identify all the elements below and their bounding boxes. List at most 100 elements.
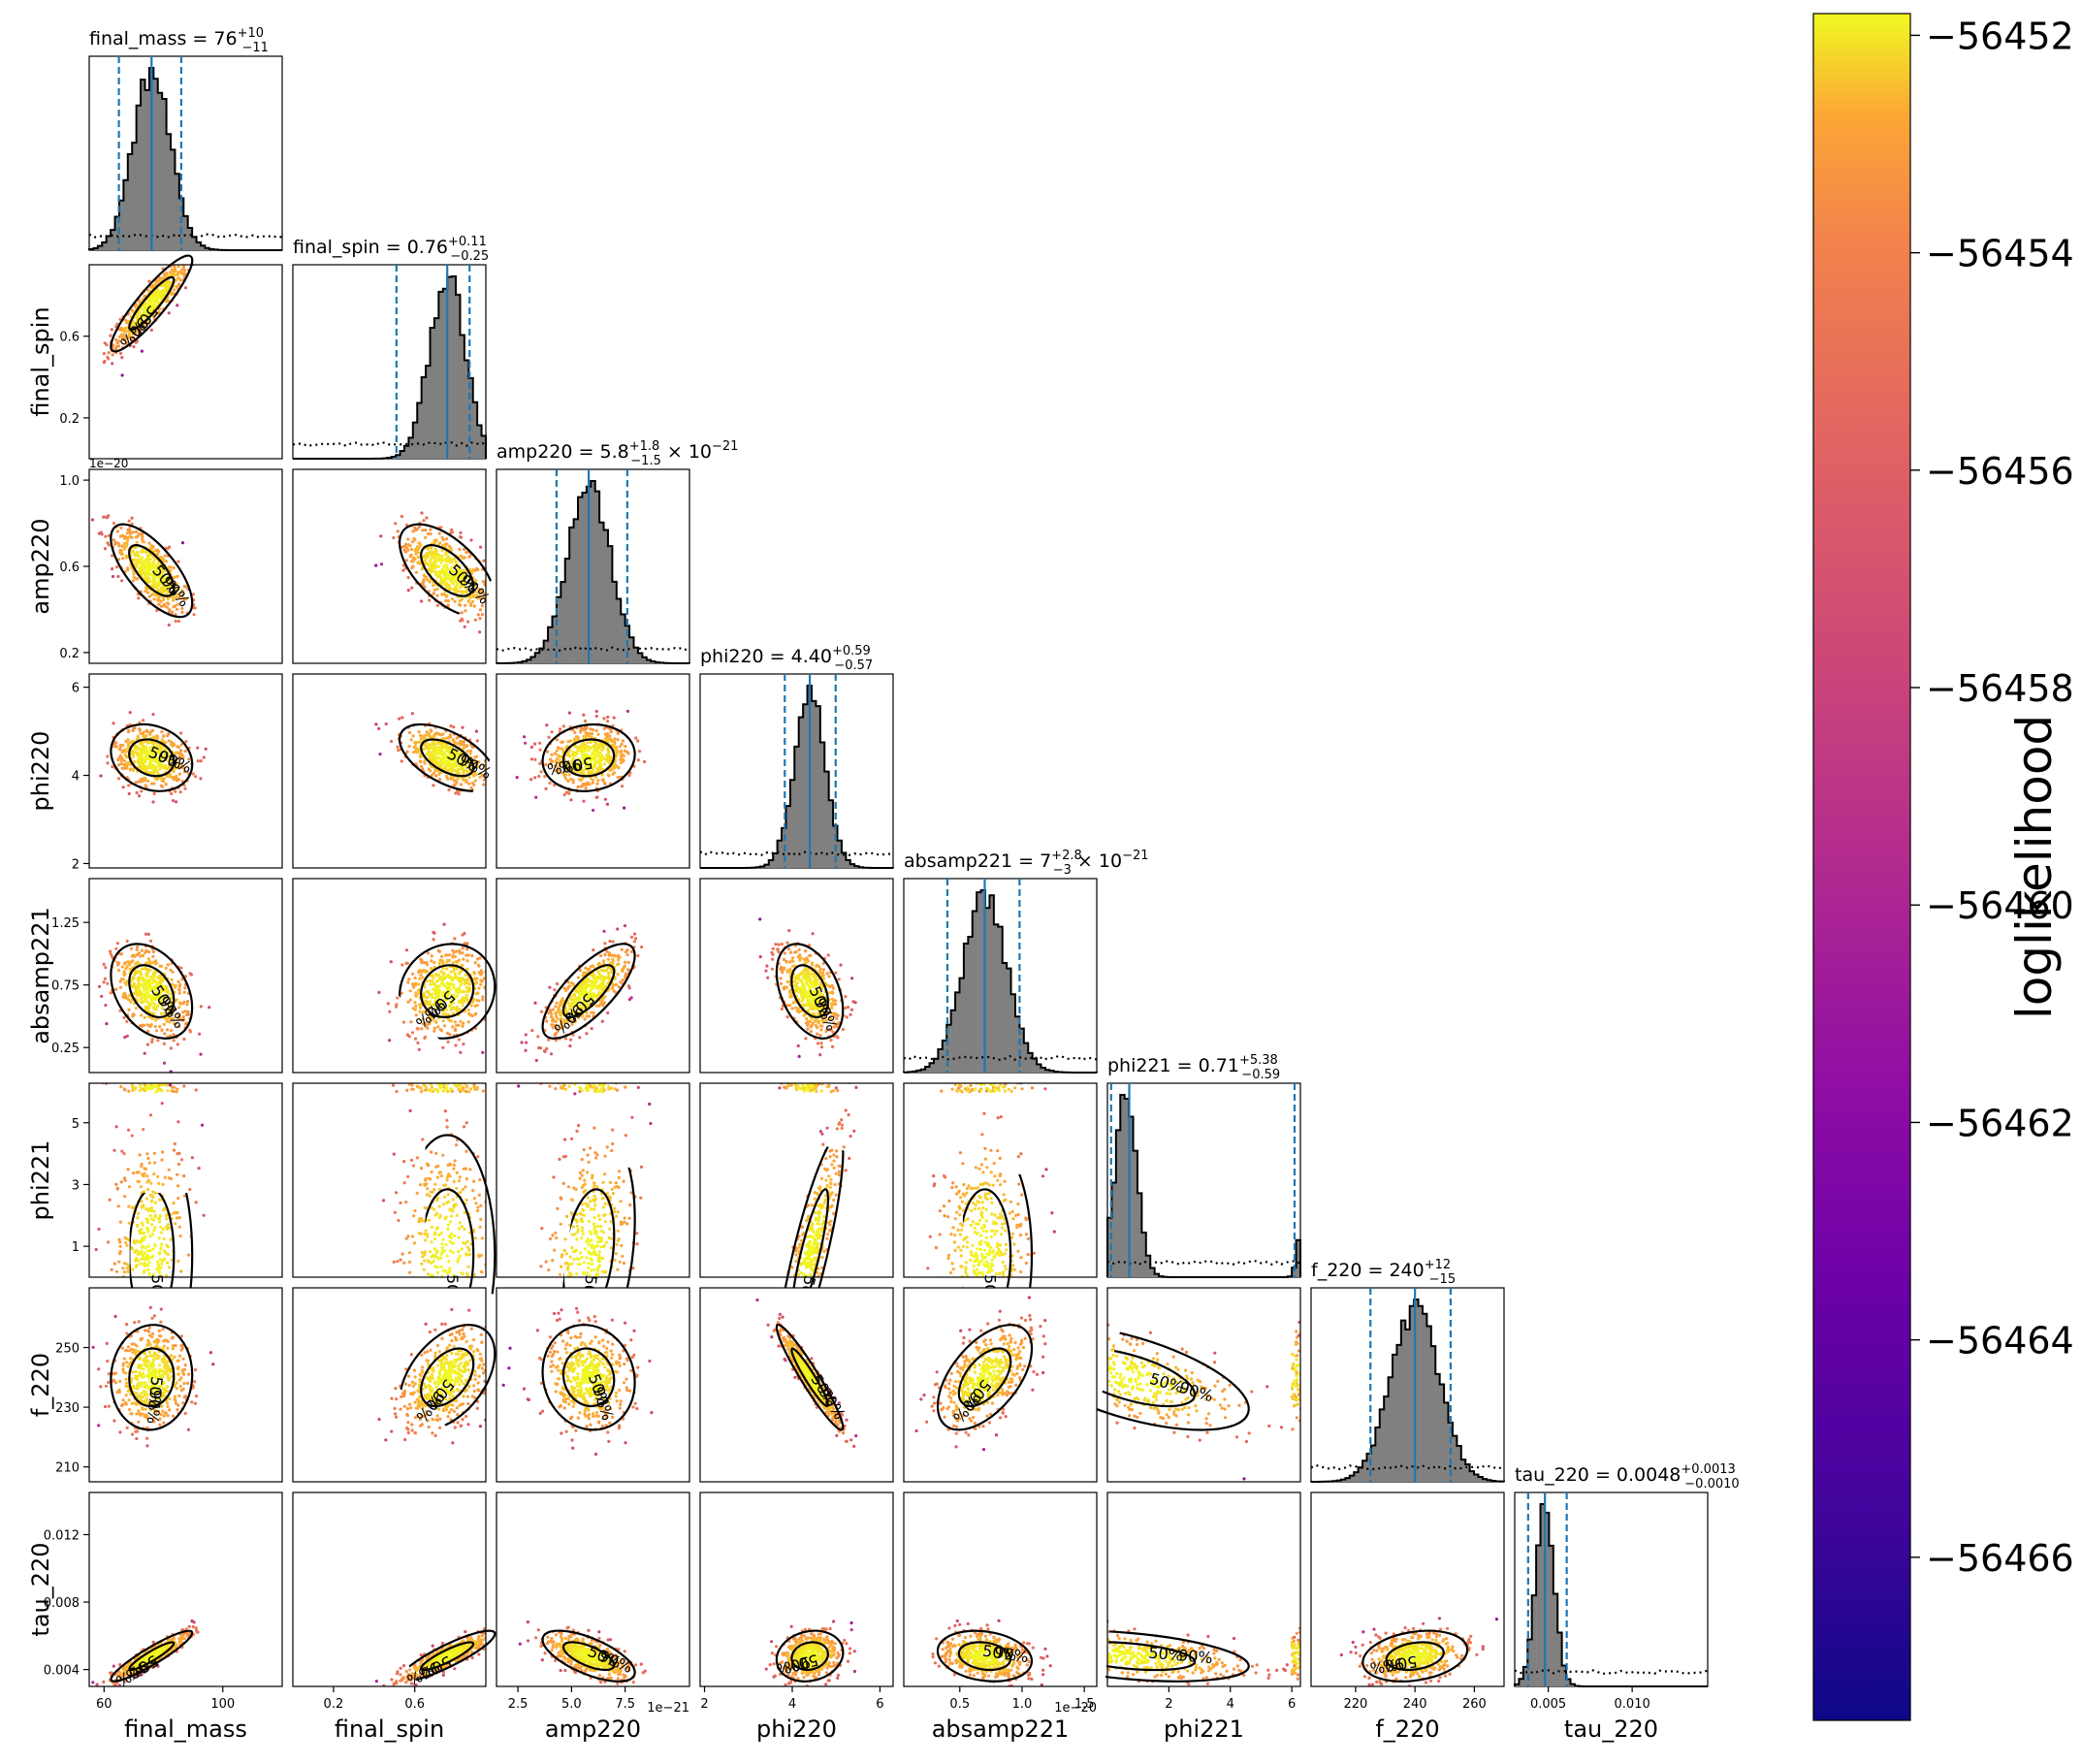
sample-point: [530, 1029, 533, 1032]
sample-point: [169, 969, 172, 972]
sample-point: [465, 959, 468, 962]
sample-point: [105, 1022, 108, 1025]
sample-point: [141, 978, 144, 981]
sample-point: [545, 723, 548, 726]
sample-point: [462, 946, 464, 949]
sample-point: [422, 578, 425, 581]
sample-point: [152, 1012, 155, 1015]
sample-point: [133, 982, 136, 985]
sample-point: [200, 759, 203, 762]
sample-point: [414, 746, 417, 749]
sample-point: [120, 952, 123, 955]
sample-point: [456, 1006, 459, 1009]
sample-point: [617, 958, 620, 961]
sample-point: [467, 1020, 470, 1023]
sample-point: [453, 951, 456, 954]
sample-point: [442, 1019, 445, 1022]
hist-panel-absamp221: absamp221 = 7+2.8−3× 10−21: [904, 849, 1149, 1073]
sample-point: [420, 765, 423, 768]
sample-point: [136, 791, 139, 794]
sample-point: [563, 793, 566, 796]
sample-point: [401, 569, 404, 572]
sample-point: [408, 544, 411, 547]
sample-point: [461, 726, 464, 729]
sample-point: [444, 599, 447, 602]
sample-point: [127, 784, 130, 786]
sample-point: [406, 549, 409, 552]
sample-point: [138, 300, 141, 303]
sample-point: [126, 940, 129, 943]
sample-point: [203, 257, 206, 260]
sample-point: [405, 559, 408, 561]
sample-point: [414, 529, 417, 531]
hist-panel-tau_220: tau_220 = 0.0048+0.0013−0.0010: [1515, 1462, 1740, 1686]
sample-point: [132, 530, 135, 533]
sample-point: [577, 976, 580, 978]
sample-point: [612, 940, 615, 943]
sample-point: [420, 599, 423, 602]
sample-point: [454, 1020, 457, 1023]
sample-point: [125, 1020, 128, 1023]
sample-point: [454, 1028, 457, 1031]
sample-point: [554, 1005, 557, 1008]
sample-point: [455, 990, 458, 993]
hist-title-absamp221: absamp221 = 7+2.8−3× 10−21: [904, 849, 1149, 878]
sample-point: [533, 743, 536, 746]
sample-point: [613, 742, 616, 745]
sample-point: [114, 988, 117, 991]
sample-point: [430, 959, 432, 962]
sample-point: [199, 777, 202, 780]
sample-point: [425, 576, 428, 579]
sample-point: [430, 547, 432, 550]
sample-point: [452, 986, 455, 989]
sample-point: [459, 743, 462, 746]
sample-point: [633, 940, 636, 943]
sample-point: [473, 605, 476, 608]
sample-point: [489, 744, 492, 747]
sample-point: [166, 601, 169, 604]
sample-point: [165, 783, 168, 786]
sample-point: [445, 560, 448, 562]
sample-point: [411, 973, 414, 976]
sample-point: [614, 954, 617, 957]
sample-point: [121, 553, 124, 556]
sample-point: [180, 743, 183, 746]
sample-point: [151, 713, 154, 716]
sample-point: [415, 571, 418, 574]
sample-point: [132, 729, 135, 732]
sample-point: [595, 710, 598, 713]
sample-point: [584, 750, 587, 753]
sample-point: [490, 597, 493, 600]
sample-point: [451, 955, 454, 958]
sample-point: [490, 956, 493, 959]
sample-point: [120, 356, 123, 359]
sample-point: [116, 529, 119, 532]
sample-point: [604, 798, 607, 801]
sample-point: [606, 803, 609, 806]
sample-point: [195, 256, 198, 259]
sample-point: [603, 970, 606, 973]
sample-point: [460, 783, 463, 786]
sample-point: [636, 739, 639, 742]
sample-point: [131, 517, 134, 520]
sample-point: [106, 516, 109, 519]
sample-point: [112, 343, 114, 346]
sample-point: [430, 729, 432, 732]
sample-point: [183, 269, 186, 272]
sample-point: [576, 752, 579, 754]
sample-point: [592, 948, 594, 951]
sample-point: [128, 963, 131, 966]
sample-point: [436, 604, 439, 607]
sample-point: [432, 747, 434, 750]
sample-point: [442, 923, 445, 926]
sample-point: [127, 730, 130, 733]
sample-point: [463, 982, 465, 985]
sample-point: [392, 536, 395, 539]
sample-point: [136, 564, 139, 567]
sample-point: [178, 992, 181, 995]
sample-point: [140, 997, 143, 1000]
sample-point: [390, 740, 393, 743]
scatter-panel-final_mass-final_spin: 50%90%: [89, 229, 282, 459]
sample-point: [168, 608, 171, 611]
hist-bar: [452, 276, 457, 459]
